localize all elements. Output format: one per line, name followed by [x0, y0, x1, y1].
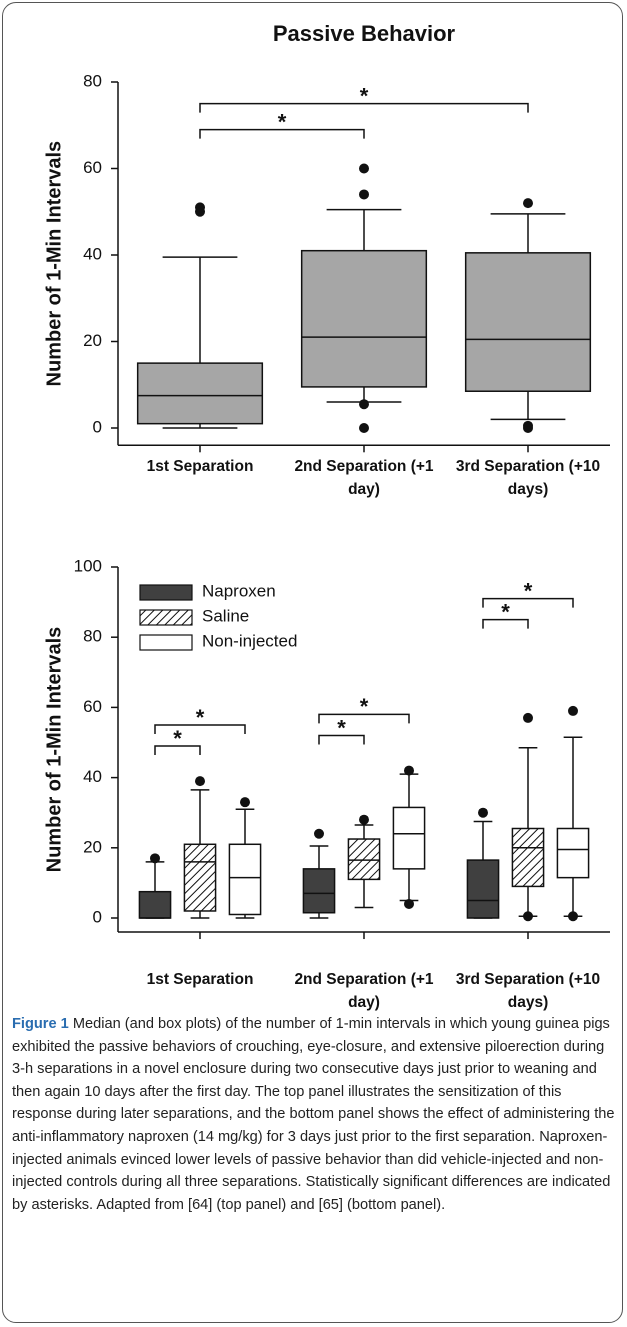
significance-bracket — [199, 102, 529, 113]
legend-label: Non-injected — [202, 631, 297, 650]
y-tick-label: 20 — [83, 837, 102, 856]
significance-star: * — [196, 705, 205, 730]
outlier — [404, 898, 414, 909]
outlier — [195, 776, 205, 787]
outlier — [478, 807, 488, 818]
significance-bracket — [482, 597, 574, 608]
legend-label: Saline — [202, 606, 249, 625]
significance-star: * — [278, 109, 287, 134]
x-tick-label: 1st Separation — [146, 458, 254, 475]
outlier — [359, 423, 369, 433]
figure-caption: Figure 1 Median (and box plots) of the n… — [12, 1013, 615, 1216]
outlier — [359, 189, 369, 200]
outlier — [150, 853, 160, 864]
y-tick-label: 60 — [83, 158, 102, 177]
y-axis-label: Number of 1-Min Intervals — [43, 627, 65, 873]
chart-title: Passive Behavior — [273, 21, 456, 46]
outlier — [195, 202, 205, 213]
significance-star: * — [501, 599, 510, 624]
significance-bracket — [154, 745, 201, 756]
box — [347, 838, 381, 881]
outlier — [523, 198, 533, 209]
outlier — [568, 911, 578, 922]
x-tick-label: 3rd Separation (+10 days) — [455, 458, 601, 498]
legend-label: Naproxen — [202, 581, 276, 600]
y-tick-label: 40 — [83, 244, 102, 263]
box — [300, 249, 428, 388]
significance-star: * — [173, 726, 182, 751]
outlier — [314, 828, 324, 839]
legend-swatch — [139, 609, 193, 626]
x-tick-label: 1st Separation — [146, 971, 254, 988]
y-tick-label: 0 — [93, 907, 102, 926]
y-tick-label: 80 — [83, 627, 102, 646]
x-tick-label: 3rd Separation (+10 days) — [455, 971, 601, 1011]
box — [136, 362, 264, 425]
caption-text: Median (and box plots) of the number of … — [12, 1016, 615, 1213]
legend-swatch — [139, 584, 193, 601]
y-tick-label: 60 — [83, 697, 102, 716]
y-tick-label: 100 — [74, 556, 102, 575]
outlier — [404, 765, 414, 776]
significance-bracket — [154, 724, 246, 734]
outlier — [359, 814, 369, 825]
significance-star: * — [360, 83, 369, 108]
box — [466, 859, 500, 919]
outlier — [359, 399, 369, 410]
y-axis-label: Number of 1-Min Intervals — [43, 141, 65, 387]
y-tick-label: 40 — [83, 767, 102, 786]
outlier — [359, 163, 369, 174]
significance-star: * — [524, 578, 533, 603]
outlier — [568, 705, 578, 716]
box — [302, 868, 336, 914]
y-tick-label: 0 — [93, 417, 102, 436]
outlier — [523, 712, 533, 723]
caption-label: Figure 1 — [12, 1016, 69, 1032]
legend-swatch — [139, 634, 193, 651]
box — [138, 890, 172, 919]
significance-bracket — [482, 618, 529, 629]
significance-bracket — [318, 713, 410, 724]
x-tick-label: 2nd Separation (+1 day) — [294, 458, 434, 498]
significance-bracket — [318, 734, 365, 745]
box — [464, 252, 592, 392]
box — [183, 843, 217, 912]
box — [556, 827, 590, 879]
box — [511, 827, 545, 888]
box — [392, 806, 426, 870]
figure-charts: Passive Behavior Number of 1-Min Interva… — [43, 21, 610, 940]
outlier — [240, 797, 250, 808]
box — [228, 843, 262, 916]
y-tick-label: 80 — [83, 71, 102, 90]
outlier — [523, 423, 533, 433]
significance-star: * — [360, 694, 369, 719]
outlier — [523, 911, 533, 922]
significance-bracket — [199, 128, 365, 139]
significance-star: * — [337, 715, 346, 740]
x-tick-label: 2nd Separation (+1 day) — [294, 971, 434, 1011]
y-tick-label: 20 — [83, 331, 102, 350]
